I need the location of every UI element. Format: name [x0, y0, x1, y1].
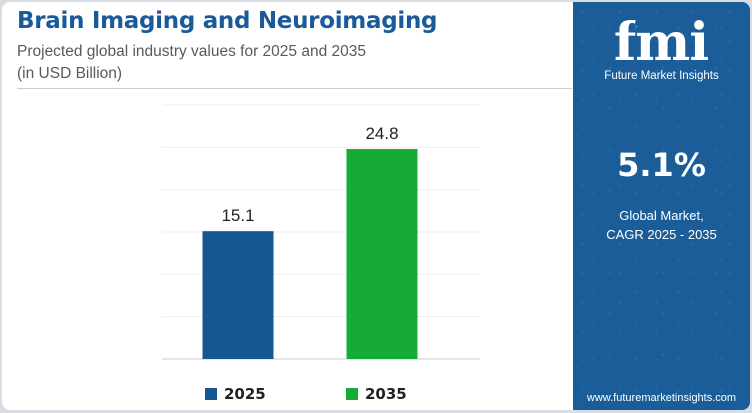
bar-2035: [346, 149, 418, 359]
cagr-value: 5.1%: [617, 146, 706, 184]
chart-title: Brain Imaging and Neuroimaging: [17, 8, 438, 34]
legend-swatch-2025: [205, 388, 217, 400]
bar-chart: 15.1 24.8: [162, 104, 480, 360]
header-divider: [17, 88, 572, 89]
logo-tagline: Future Market Insights: [604, 70, 719, 82]
bar-value-label-2035: 24.8: [365, 124, 398, 143]
legend-item-2035: 2035: [346, 385, 407, 403]
legend-label-2025: 2025: [224, 385, 266, 403]
bar-value-label-2025: 15.1: [221, 206, 254, 225]
fmi-logo: fmi Future Market Insights: [573, 10, 750, 94]
legend-item-2025: 2025: [205, 385, 266, 403]
chart-unit-note: (in USD Billion): [17, 65, 123, 82]
chart-subtitle: Projected global industry values for 202…: [17, 43, 366, 60]
bar-2025: [202, 231, 274, 359]
logo-people-icons: [635, 19, 689, 27]
cagr-label-line1: Global Market,: [619, 208, 704, 223]
insight-sidebar: fmi Future Market Insights 5.1% Global M…: [573, 2, 750, 410]
website-url: www.futuremarketinsights.com: [586, 392, 737, 404]
cagr-label-line2: CAGR 2025 - 2035: [606, 227, 717, 242]
fmi-logo-mark: fmi: [614, 12, 709, 73]
legend-swatch-2035: [346, 388, 358, 400]
legend-label-2035: 2035: [365, 385, 407, 403]
